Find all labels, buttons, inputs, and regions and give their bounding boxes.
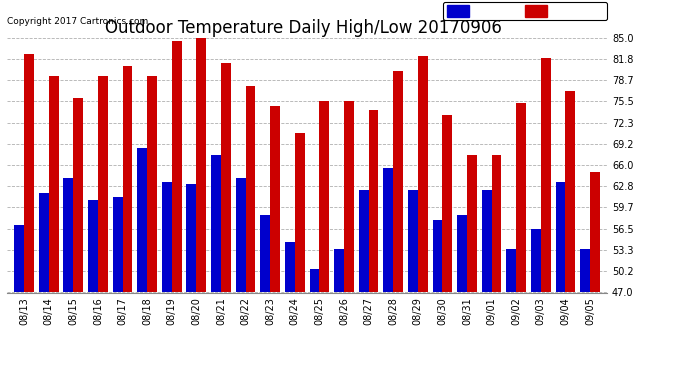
Bar <box>531 229 541 292</box>
Bar <box>162 182 172 292</box>
Bar <box>211 155 221 292</box>
Text: Outdoor Temperature Daily High/Low 20170906: Outdoor Temperature Daily High/Low 20170… <box>105 19 502 37</box>
Bar <box>433 220 442 292</box>
Bar <box>147 76 157 292</box>
Bar <box>482 190 491 292</box>
Bar <box>88 200 98 292</box>
Bar <box>368 110 378 292</box>
Bar <box>236 178 246 292</box>
Bar <box>565 91 575 292</box>
Bar <box>491 155 502 292</box>
Bar <box>39 193 49 292</box>
Bar <box>319 101 329 292</box>
Bar <box>137 148 147 292</box>
Bar <box>49 76 59 292</box>
Bar <box>14 225 24 292</box>
Bar <box>98 76 108 292</box>
Bar <box>417 56 428 292</box>
Bar <box>197 34 206 292</box>
Legend: Low  (°F), High  (°F): Low (°F), High (°F) <box>443 2 607 20</box>
Bar <box>408 190 417 292</box>
Bar <box>516 103 526 292</box>
Bar <box>506 249 516 292</box>
Bar <box>442 115 452 292</box>
Bar <box>580 249 590 292</box>
Bar <box>63 178 73 292</box>
Bar <box>334 249 344 292</box>
Text: Copyright 2017 Cartronics.com: Copyright 2017 Cartronics.com <box>7 17 148 26</box>
Bar <box>260 215 270 292</box>
Bar <box>73 98 83 292</box>
Bar <box>393 71 403 292</box>
Bar <box>186 184 197 292</box>
Bar <box>112 197 123 292</box>
Bar <box>457 215 467 292</box>
Bar <box>344 101 354 292</box>
Bar <box>295 133 304 292</box>
Bar <box>310 269 319 292</box>
Bar <box>384 168 393 292</box>
Bar <box>123 66 132 292</box>
Bar <box>541 58 551 292</box>
Bar <box>555 182 565 292</box>
Bar <box>246 86 255 292</box>
Bar <box>221 63 230 292</box>
Bar <box>172 41 181 292</box>
Bar <box>24 54 34 292</box>
Bar <box>270 106 280 292</box>
Bar <box>359 190 368 292</box>
Bar <box>285 242 295 292</box>
Bar <box>590 172 600 292</box>
Bar <box>467 155 477 292</box>
